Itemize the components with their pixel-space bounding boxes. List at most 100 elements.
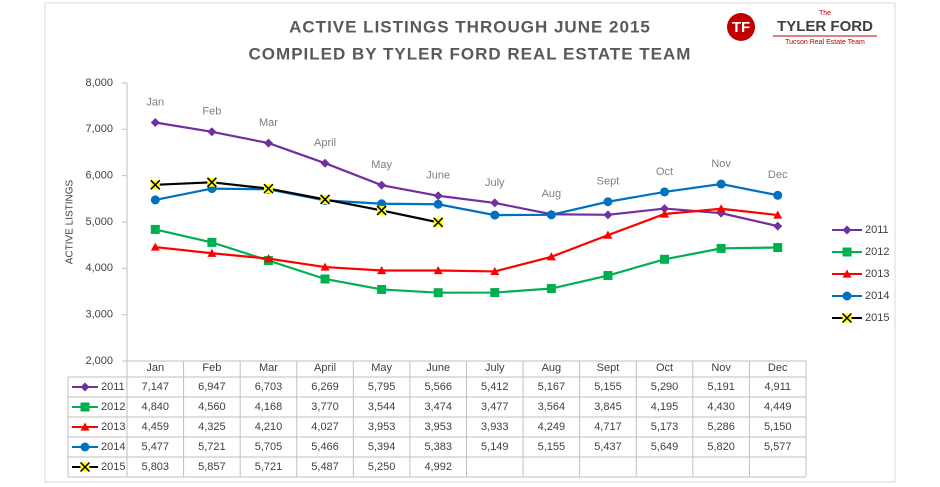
table-cell: 5,155	[538, 441, 566, 453]
legend-label: 2014	[865, 290, 889, 302]
logo-small: The	[819, 10, 831, 17]
table-cell: 5,191	[707, 381, 735, 393]
chart-title: ACTIVE LISTINGS THROUGH JUNE 2015	[289, 17, 651, 36]
point-annotation: July	[485, 177, 505, 189]
table-cell: 4,560	[198, 401, 226, 413]
y-tick-label: 4,000	[85, 262, 113, 274]
table-cell: 4,249	[538, 421, 566, 433]
marker	[377, 180, 387, 190]
y-tick-label: 8,000	[85, 77, 113, 89]
legend-entry: 2015	[832, 312, 889, 324]
marker	[263, 254, 273, 263]
point-annotation: Mar	[259, 117, 278, 129]
point-annotation: April	[314, 137, 336, 149]
marker	[263, 183, 274, 194]
marker	[79, 461, 91, 473]
table-cell: 3,953	[424, 421, 452, 433]
marker	[377, 266, 387, 275]
x-tick-label: Mar	[259, 362, 278, 374]
marker	[80, 402, 90, 412]
table-cell: 5,250	[368, 461, 396, 473]
table-cell: 5,649	[651, 441, 679, 453]
table-cell: 3,770	[311, 401, 339, 413]
logo-tagline: Tucson Real Estate Team	[785, 39, 865, 46]
marker	[320, 262, 330, 271]
table-cell: 4,717	[594, 421, 622, 433]
marker	[716, 179, 726, 189]
table-cell: 4,168	[255, 401, 283, 413]
marker-x	[376, 205, 387, 216]
chart-subtitle: COMPILED BY TYLER FORD REAL ESTATE TEAM	[249, 44, 692, 63]
table-cell: 5,795	[368, 381, 396, 393]
marker	[490, 288, 500, 298]
table-cell: 5,383	[424, 441, 452, 453]
logo: TF The TYLER FORD Tucson Real Estate Tea…	[727, 10, 877, 46]
legend-label: 2015	[865, 312, 889, 324]
table-cell: 6,947	[198, 381, 226, 393]
marker	[150, 224, 160, 234]
marker-x	[841, 312, 853, 324]
table-cell: 5,150	[764, 421, 792, 433]
series-line	[155, 121, 778, 228]
marker	[80, 382, 90, 392]
legend-label: 2012	[865, 246, 889, 258]
y-tick-label: 7,000	[85, 123, 113, 135]
series-line	[155, 207, 778, 273]
marker	[546, 284, 556, 294]
marker-x	[433, 217, 444, 228]
marker-x	[79, 461, 91, 473]
x-tick-label: Feb	[202, 362, 221, 374]
table-cell: 3,474	[424, 401, 452, 413]
legend-entry: 2013	[832, 268, 889, 280]
table-cell: 4,027	[311, 421, 339, 433]
table-series-name: 2014	[101, 441, 125, 453]
marker	[546, 252, 556, 261]
marker	[603, 197, 613, 207]
marker	[320, 274, 330, 284]
legend-entry: 2012	[832, 246, 889, 258]
table-series-name: 2015	[101, 461, 125, 473]
marker	[660, 187, 670, 197]
table-cell: 5,577	[764, 441, 792, 453]
marker	[433, 288, 443, 298]
marker	[603, 271, 613, 281]
x-tick-label: Aug	[542, 362, 562, 374]
legend-label: 2011	[865, 224, 889, 236]
x-tick-label: Dec	[768, 362, 788, 374]
marker	[603, 230, 613, 239]
table-series-name: 2012	[101, 401, 125, 413]
marker	[842, 247, 852, 257]
marker	[841, 312, 853, 324]
marker	[206, 177, 217, 188]
marker	[433, 266, 443, 275]
marker	[660, 209, 670, 218]
point-annotation: May	[371, 159, 392, 171]
marker-x	[320, 194, 331, 205]
logo-mark: TF	[732, 19, 750, 36]
series-line	[155, 181, 439, 224]
marker	[716, 204, 726, 213]
marker	[320, 158, 330, 168]
legend-entry: 2011	[832, 224, 889, 236]
marker	[773, 221, 783, 231]
table-cell: 5,286	[707, 421, 735, 433]
table-cell: 5,173	[651, 421, 679, 433]
marker	[150, 242, 160, 251]
x-tick-label: June	[426, 362, 450, 374]
marker-x	[150, 179, 161, 190]
table-cell: 5,477	[142, 441, 170, 453]
logo-circle	[727, 13, 755, 41]
table-cell: 4,210	[255, 421, 283, 433]
x-tick-label: April	[314, 362, 336, 374]
marker	[207, 237, 217, 247]
y-tick-label: 6,000	[85, 170, 113, 182]
table-cell: 5,155	[594, 381, 622, 393]
table-cell: 5,394	[368, 441, 396, 453]
marker	[603, 210, 613, 220]
marker	[773, 210, 783, 219]
marker	[150, 195, 160, 205]
table-cell: 4,911	[764, 381, 791, 393]
marker	[660, 204, 670, 214]
point-annotation: Nov	[711, 158, 731, 170]
marker	[842, 291, 852, 301]
